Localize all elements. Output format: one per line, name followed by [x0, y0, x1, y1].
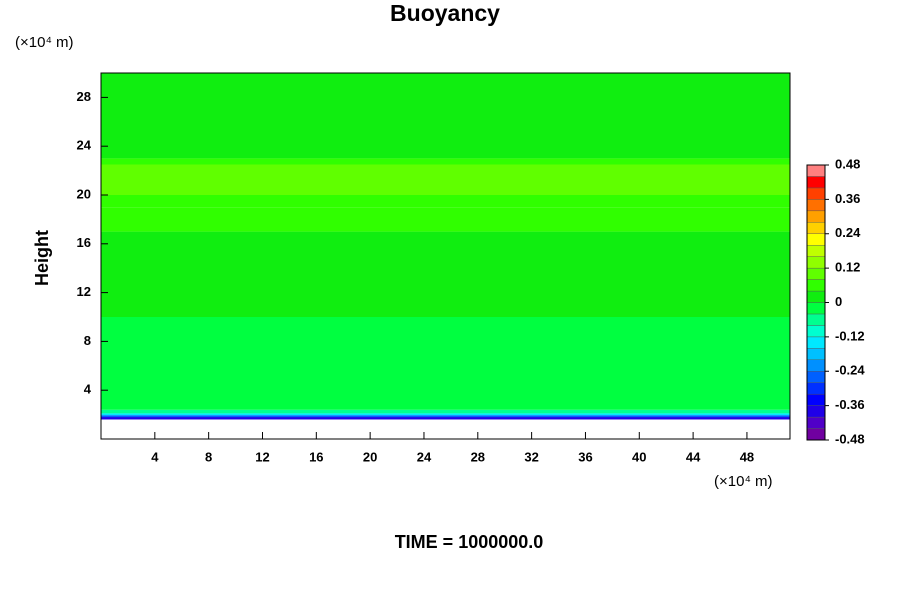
- field-band: [101, 73, 790, 159]
- x-tick-label: 28: [471, 449, 485, 464]
- field-band: [101, 413, 790, 416]
- field-band: [101, 231, 790, 317]
- colorbar-swatch: [806, 210, 826, 223]
- colorbar-tick-label: -0.24: [835, 363, 865, 378]
- colorbar-swatch: [806, 313, 826, 326]
- colorbar-tick-label: 0.48: [835, 156, 860, 171]
- colorbar-tick-label: 0.12: [835, 260, 860, 275]
- field-band: [101, 195, 790, 208]
- colorbar-swatch: [806, 233, 826, 246]
- colorbar-swatch: [806, 428, 826, 441]
- colorbar-swatch: [806, 348, 826, 360]
- x-tick-label: 48: [740, 449, 754, 464]
- y-tick-label: 20: [77, 186, 91, 201]
- x-tick-label: 24: [417, 449, 432, 464]
- colorbar-swatch: [806, 416, 826, 429]
- y-tick-label: 8: [84, 333, 91, 348]
- y-tick-label: 4: [84, 382, 92, 397]
- field-band: [101, 317, 790, 410]
- field-band: [101, 409, 790, 414]
- field-band: [101, 415, 790, 418]
- y-tick-label: 24: [77, 138, 92, 153]
- colorbar-swatch: [806, 359, 826, 372]
- x-tick-label: 4: [151, 449, 159, 464]
- y-tick-label: 12: [77, 284, 91, 299]
- colorbar-swatch: [806, 336, 826, 349]
- x-tick-label: 44: [686, 449, 701, 464]
- footer: TIME = 1000000.0: [395, 532, 544, 552]
- x-tick-label: 36: [578, 449, 592, 464]
- field-band: [101, 207, 790, 232]
- colorbar-swatch: [806, 187, 826, 200]
- colorbar-swatch: [806, 176, 826, 189]
- colorbar-tick-label: 0: [835, 294, 842, 309]
- field-band: [101, 164, 790, 195]
- x-tick-label: 12: [255, 449, 269, 464]
- x-tick-label: 8: [205, 449, 212, 464]
- x-unit: (×10⁴ m): [714, 473, 773, 490]
- colorbar-swatch: [806, 405, 826, 418]
- field-band: [101, 417, 790, 420]
- colorbar-tick-label: -0.48: [835, 431, 865, 446]
- colorbar-swatch: [806, 302, 826, 315]
- colorbar-swatch: [806, 256, 826, 269]
- colorbar-swatch: [806, 199, 826, 212]
- colorbar-tick-label: -0.12: [835, 328, 865, 343]
- colorbar-swatch: [806, 371, 826, 383]
- plot-frame: [100, 72, 791, 440]
- y-tick-label: 28: [77, 89, 91, 104]
- chart-title: Buoyancy: [390, 0, 500, 26]
- colorbar-tick-label: 0.24: [835, 225, 861, 240]
- colorbar-swatch: [806, 164, 826, 177]
- colorbar-tick-label: 0.36: [835, 191, 860, 206]
- x-tick-label: 16: [309, 449, 323, 464]
- x-tick-label: 20: [363, 449, 377, 464]
- y-tick-label: 16: [77, 235, 91, 250]
- x-tick-label: 32: [524, 449, 538, 464]
- y-label: Height: [32, 230, 52, 286]
- y-unit: (×10⁴ m): [15, 34, 74, 51]
- colorbar-tick-label: -0.36: [835, 397, 865, 412]
- colorbar-swatch: [806, 279, 826, 292]
- colorbar-swatch: [806, 382, 826, 395]
- colorbar-swatch: [806, 267, 826, 280]
- colorbar-swatch: [806, 245, 826, 257]
- colorbar-swatch: [806, 222, 826, 234]
- field-band: [101, 158, 790, 165]
- x-tick-label: 40: [632, 449, 646, 464]
- colorbar-swatch: [806, 325, 826, 338]
- colorbar-swatch: [806, 290, 826, 303]
- colorbar-swatch: [806, 393, 826, 406]
